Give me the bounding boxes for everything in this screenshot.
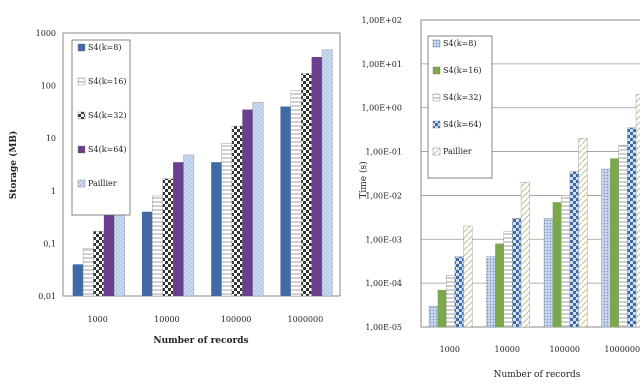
bar — [221, 143, 233, 297]
x-tick-label: 1000000 — [604, 345, 640, 354]
legend-label: S4(k=64) — [88, 145, 127, 154]
bar — [627, 127, 637, 328]
legend-label: S4(k=16) — [88, 77, 127, 86]
bar — [569, 171, 579, 328]
bar — [610, 158, 619, 327]
legend-swatch — [432, 147, 441, 156]
legend-swatch — [432, 120, 441, 129]
plot-frame — [420, 19, 640, 328]
bar — [280, 106, 291, 296]
x-axis-title: Number of records — [153, 336, 248, 346]
storage-chart: 1000 100 10 1 0,1 0,01 1000 10000 100000 1000000… — [8, 29, 341, 346]
bar — [93, 231, 105, 297]
bar — [103, 214, 115, 296]
y-tick-label: 1,00E-01 — [365, 148, 402, 157]
y-tick-label: 0,01 — [38, 292, 56, 301]
bar — [543, 218, 553, 328]
legend-swatch — [432, 66, 441, 75]
y-tick-label: 10 — [46, 134, 56, 143]
bar — [512, 218, 522, 328]
bar — [578, 138, 588, 328]
x-axis-title: Number of records — [494, 370, 581, 380]
bar — [503, 231, 513, 328]
legend-swatch — [432, 39, 441, 48]
bar — [301, 73, 312, 297]
y-tick-label: 1,00E-05 — [365, 323, 402, 332]
legend-box — [71, 39, 131, 216]
legend-swatch — [77, 111, 86, 120]
bar — [72, 264, 84, 296]
x-tick-label: 10000 — [495, 345, 520, 354]
legend-label: S4(k=8) — [443, 39, 476, 48]
y-axis-title: Time (s) — [358, 161, 369, 198]
bar — [173, 162, 184, 296]
y-tick-label: 1,00E+00 — [361, 104, 402, 113]
legend-box — [427, 35, 493, 179]
x-tick-label: 100000 — [549, 345, 580, 354]
legend-swatch — [77, 145, 86, 154]
y-tick-label: 0,1 — [43, 239, 56, 248]
y-tick-label: 1000 — [36, 29, 56, 38]
x-tick-label: 1000 — [87, 315, 107, 324]
bar — [552, 202, 562, 327]
legend-label: Paillier — [88, 179, 117, 188]
legend-label: Paillier — [443, 147, 472, 156]
legend-swatch — [77, 179, 86, 188]
bar — [437, 289, 447, 327]
bar — [463, 225, 473, 328]
bar — [252, 102, 264, 297]
bar — [82, 248, 94, 297]
y-tick-label: 1,00E-04 — [365, 279, 402, 288]
y-axis-title: Storage (MB) — [8, 131, 19, 199]
x-tick-label: 1000000 — [288, 315, 324, 324]
bar — [486, 256, 496, 328]
y-tick-label: 1,00E+02 — [361, 16, 402, 25]
legend-label: S4(k=32) — [443, 93, 482, 102]
bar — [114, 206, 125, 297]
bar — [321, 49, 333, 297]
legend-swatch — [77, 43, 86, 52]
y-tick-label: 1,00E-03 — [365, 235, 402, 244]
y-tick-label: 1 — [51, 187, 56, 196]
plot-frame — [62, 32, 341, 297]
bar — [231, 125, 243, 297]
bar — [152, 195, 163, 297]
legend: S4(k=8) S4(k=16) S4(k=32) S4(k=64) Paillier — [71, 39, 131, 216]
x-tick-label: 10000 — [154, 315, 179, 324]
bar — [183, 154, 195, 297]
bar — [290, 90, 302, 297]
y-tick-label: 100 — [41, 82, 56, 91]
bar — [561, 195, 571, 328]
bar — [311, 56, 322, 296]
legend-swatch — [432, 93, 441, 102]
bar — [601, 168, 611, 328]
bar — [618, 144, 628, 328]
legend: S4(k=8) S4(k=16) S4(k=32) S4(k=64) Paillier — [427, 35, 493, 179]
legend-label: S4(k=16) — [443, 66, 482, 75]
bar — [446, 275, 456, 328]
bar — [141, 211, 153, 296]
legend-swatch — [77, 77, 86, 86]
bar — [428, 305, 438, 328]
bar — [211, 162, 222, 296]
legend-label: S4(k=64) — [443, 120, 482, 129]
bar — [162, 178, 174, 297]
x-tick-label: 100000 — [221, 315, 252, 324]
x-tick-label: 1000 — [440, 345, 460, 354]
y-tick-label: 1,00E+01 — [361, 60, 402, 69]
bar — [635, 94, 640, 328]
bar — [242, 109, 253, 296]
bar — [495, 243, 504, 327]
time-chart: 1,00E+02 1,00E+01 1,00E+00 1,00E-01 1,00E-02… — [358, 16, 640, 380]
legend-label: S4(k=32) — [88, 111, 127, 120]
bar — [454, 256, 464, 328]
y-tick-label: 1,00E-02 — [365, 191, 402, 200]
bar — [520, 182, 530, 328]
legend-label: S4(k=8) — [88, 43, 121, 52]
